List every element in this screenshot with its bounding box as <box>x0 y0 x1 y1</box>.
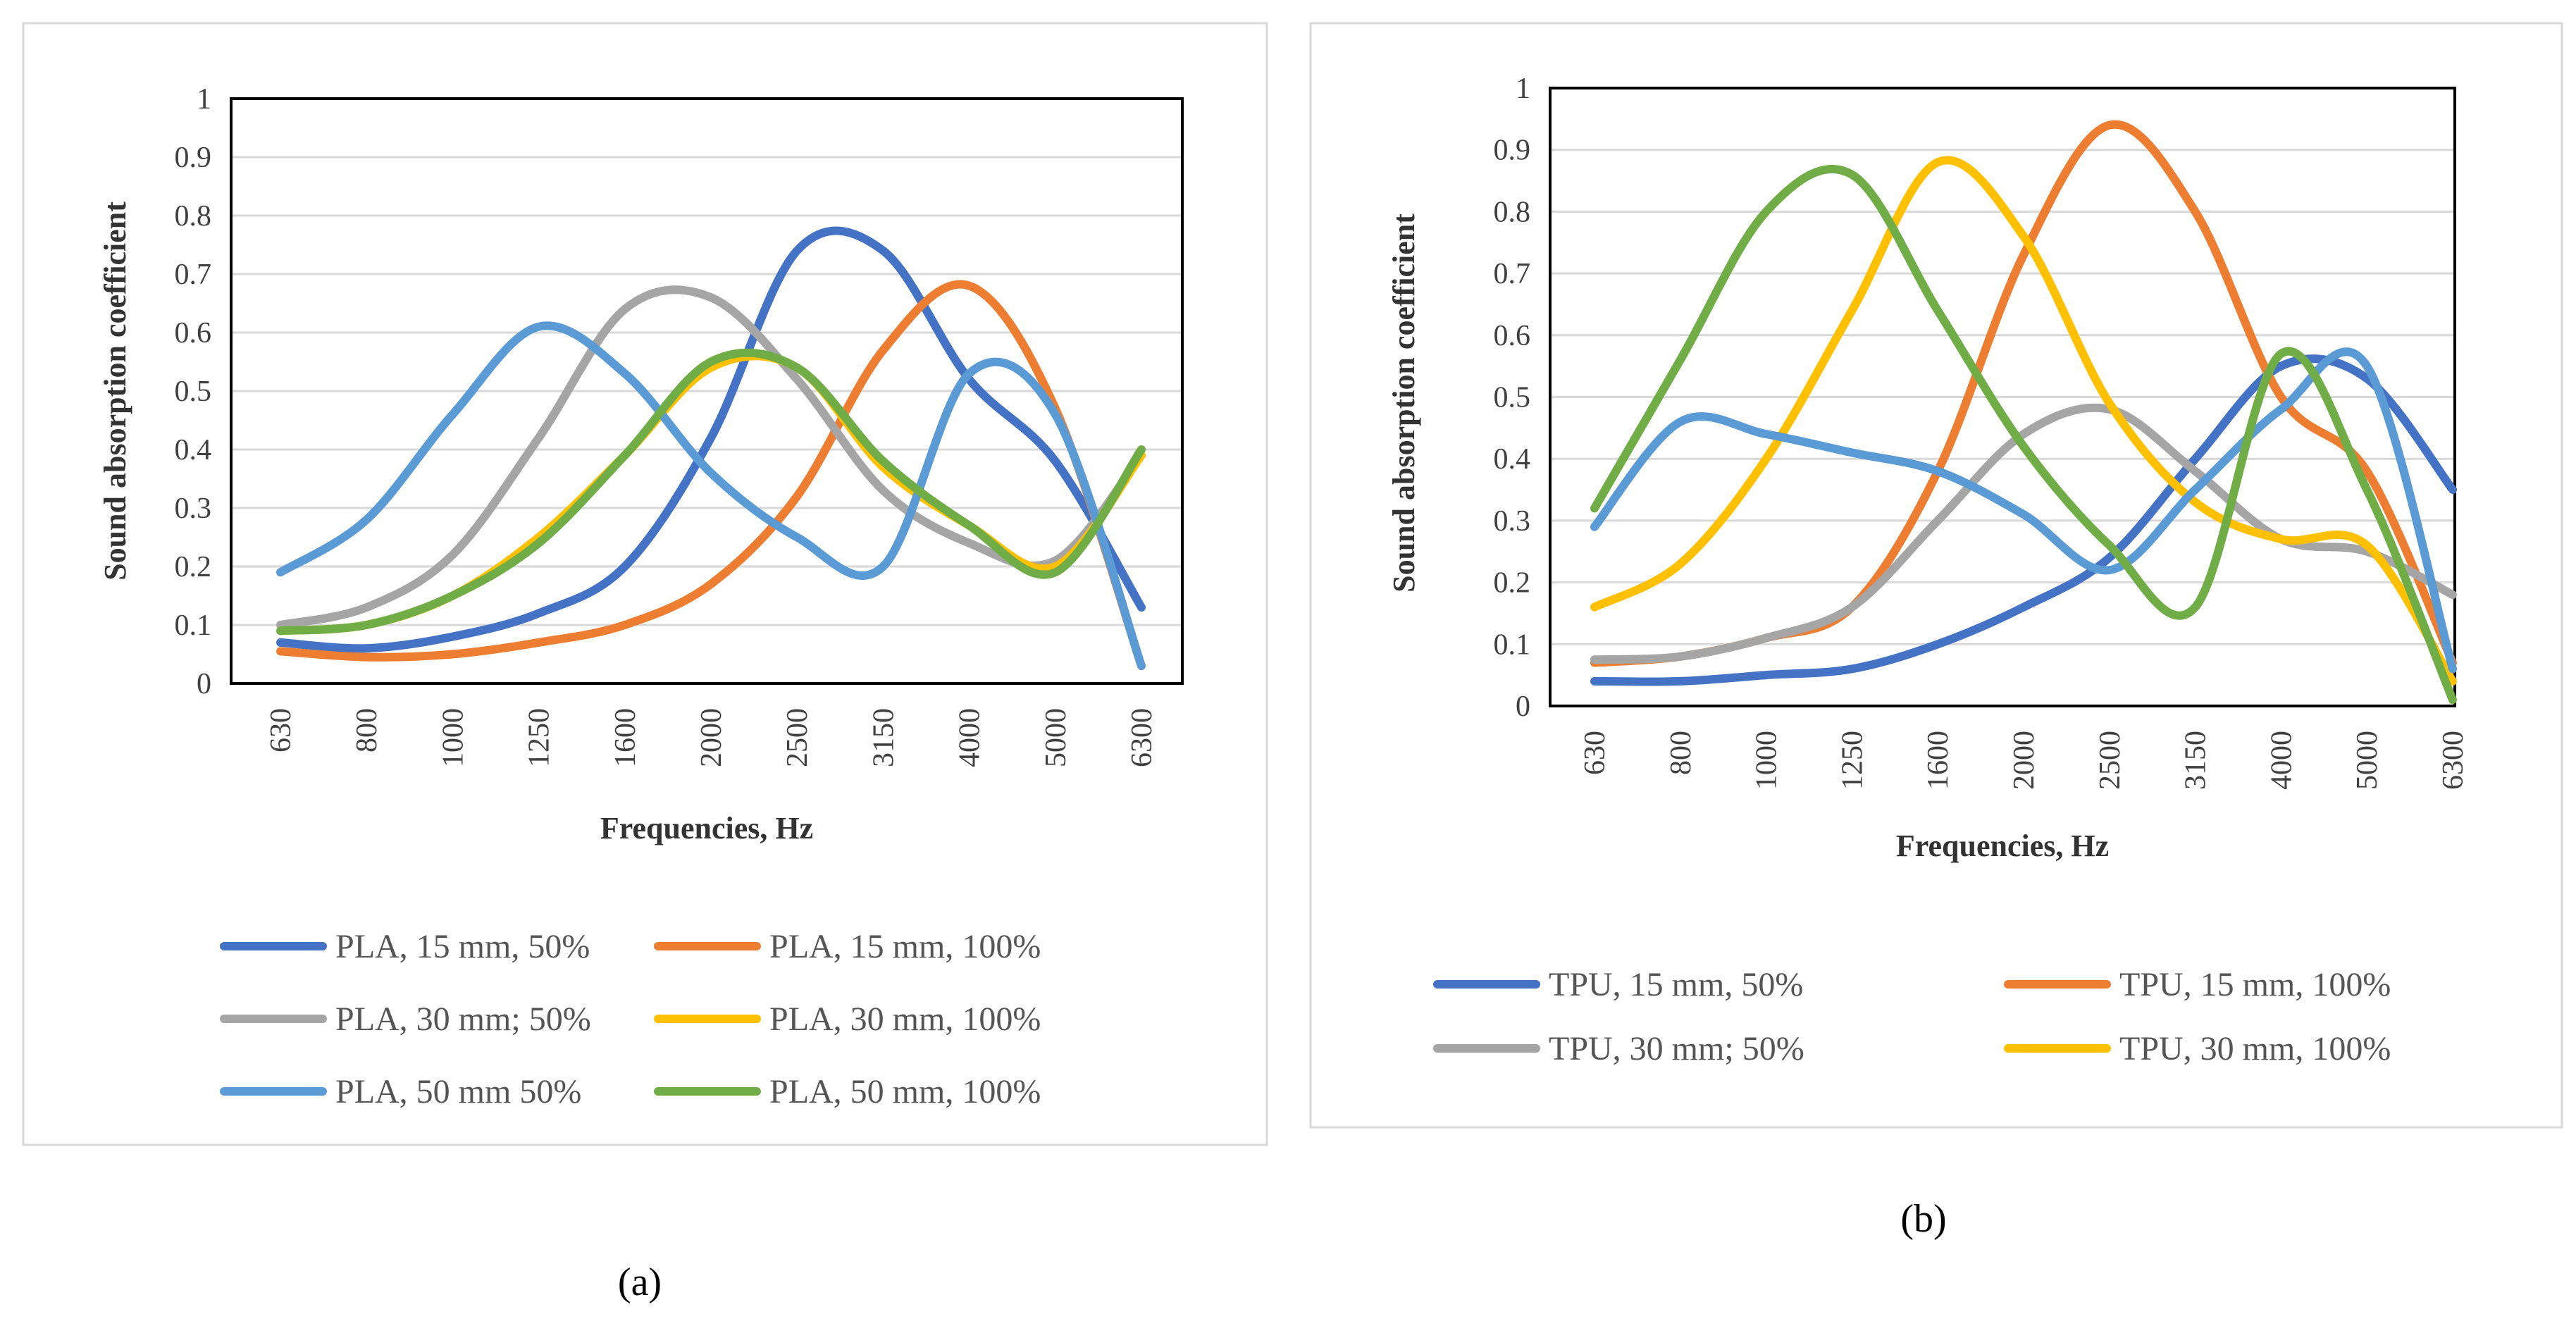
y-tick-label: 0.8 <box>175 200 212 233</box>
legend-label: TPU, 15 mm, 50% <box>1549 966 1803 1003</box>
chart-a-y-ticks: 0 0.1 0.2 0.3 0.4 0.5 0.6 0.7 0.8 0.9 1 <box>175 83 212 700</box>
series-line-6 <box>1590 164 2457 705</box>
y-tick-label: 0.1 <box>175 609 212 642</box>
y-tick-label: 0.2 <box>1494 567 1531 600</box>
y-tick-label: 1 <box>197 83 211 116</box>
y-tick-label: 0.3 <box>175 492 212 525</box>
series-line-4 <box>1590 156 2457 686</box>
x-tick-label: 800 <box>1665 731 1697 775</box>
x-tick-label: 1600 <box>609 708 642 767</box>
x-tick-label: 6300 <box>2437 731 2470 790</box>
chart-b-x-axis-title: Frequencies, Hz <box>1896 829 2109 863</box>
chart-b-y-ticks: 0 0.1 0.2 0.3 0.4 0.5 0.6 0.7 0.8 0.9 1 <box>1494 73 1531 723</box>
series-line-5 <box>1590 347 2457 674</box>
y-tick-label: 0.3 <box>1494 505 1531 538</box>
y-tick-label: 0.9 <box>1494 135 1531 167</box>
chart-a-y-axis-title: Sound absorption coefficient <box>98 202 132 581</box>
y-tick-label: 0.6 <box>175 317 212 349</box>
x-tick-label: 2000 <box>2008 731 2041 790</box>
y-tick-label: 0.7 <box>175 259 212 291</box>
chart-a-plot-border <box>230 97 1184 685</box>
y-tick-label: 0.7 <box>1494 258 1531 290</box>
series-line-3 <box>276 285 1146 629</box>
chart-b-lines <box>1590 120 2457 705</box>
legend-label: TPU, 30 mm, 100% <box>2119 1030 2391 1067</box>
x-tick-label: 1000 <box>1751 731 1783 790</box>
x-tick-label: 1600 <box>1922 731 1955 790</box>
legend-label: PLA, 30 mm; 50% <box>335 1000 591 1038</box>
x-tick-label: 5000 <box>1040 708 1072 767</box>
x-tick-label: 4000 <box>2265 731 2298 790</box>
x-tick-label: 630 <box>265 708 297 752</box>
chart-a-grid <box>231 156 1182 626</box>
chart-a: 0 0.1 0.2 0.3 0.4 0.5 0.6 0.7 0.8 0.9 1 630 800 1000… <box>22 22 1268 1304</box>
x-tick-label: 800 <box>351 708 383 752</box>
series-line-3 <box>1590 403 2457 664</box>
chart-a-lines <box>276 226 1146 671</box>
x-tick-label: 6300 <box>1126 708 1158 767</box>
legend-label: PLA, 50 mm, 100% <box>769 1073 1041 1110</box>
y-tick-label: 0.2 <box>175 551 212 583</box>
legend-label: TPU, 30 mm; 50% <box>1549 1030 1804 1067</box>
x-tick-label: 1250 <box>1836 731 1869 790</box>
series-line-1 <box>1590 354 2457 686</box>
y-tick-label: 0 <box>197 668 211 700</box>
series-line-6 <box>276 348 1146 636</box>
x-tick-label: 2500 <box>781 708 814 767</box>
legend-label: PLA, 15 mm, 100% <box>769 928 1041 965</box>
x-tick-label: 3150 <box>867 708 900 767</box>
chart-b-plot-border <box>1549 87 2456 707</box>
x-tick-label: 2500 <box>2094 731 2126 790</box>
chart-a-x-ticks: 630 800 1000 1250 1600 2000 2500 3150 4000 5000 63… <box>265 708 1158 767</box>
x-tick-label: 5000 <box>2351 731 2384 790</box>
x-tick-label: 1000 <box>437 708 469 767</box>
legend-label: PLA, 30 mm, 100% <box>769 1000 1041 1038</box>
series-line-5 <box>276 321 1146 671</box>
y-tick-label: 1 <box>1516 73 1530 105</box>
chart-b-legend: TPU, 15 mm, 50% TPU, 15 mm, 100% TPU, 30 m… <box>1433 966 2391 1067</box>
y-tick-label: 0.9 <box>175 142 212 174</box>
chart-a-x-axis-title: Frequencies, Hz <box>600 811 813 845</box>
chart-a-frame <box>22 22 1268 1146</box>
series-line-1 <box>276 226 1146 653</box>
x-tick-label: 2000 <box>695 708 728 767</box>
chart-b-y-axis-title: Sound absorption coefficient <box>1387 213 1421 593</box>
legend-label: PLA, 15 mm, 50% <box>335 928 590 965</box>
x-tick-label: 4000 <box>954 708 986 767</box>
y-tick-label: 0.5 <box>175 376 212 408</box>
x-tick-label: 3150 <box>2180 731 2212 790</box>
chart-b-frame <box>1309 22 2563 1129</box>
x-tick-label: 630 <box>1579 731 1611 775</box>
chart-a-caption: (a) <box>618 1260 662 1304</box>
chart-a-legend: PLA, 15 mm, 50% PLA, 15 mm, 100% PLA, 30 m… <box>220 928 1041 1110</box>
legend-label: PLA, 50 mm 50% <box>335 1073 581 1110</box>
series-line-2 <box>276 280 1146 671</box>
y-tick-label: 0.8 <box>1494 196 1531 228</box>
chart-b-x-ticks: 630 800 1000 1250 1600 2000 2500 3150 4000 5000 63… <box>1579 731 2470 790</box>
chart-b-caption: (b) <box>1900 1197 1946 1241</box>
y-tick-label: 0.1 <box>1494 628 1531 661</box>
y-tick-label: 0 <box>1516 690 1530 723</box>
y-tick-label: 0.5 <box>1494 382 1531 414</box>
y-tick-label: 0.4 <box>175 434 212 466</box>
chart-b: 0 0.1 0.2 0.3 0.4 0.5 0.6 0.7 0.8 0.9 1 630 800 1000… <box>1309 22 2563 1241</box>
legend-label: TPU, 15 mm, 100% <box>2119 966 2391 1003</box>
x-tick-label: 1250 <box>524 708 556 767</box>
chart-b-grid <box>1550 149 2455 645</box>
y-tick-label: 0.6 <box>1494 320 1531 352</box>
y-tick-label: 0.4 <box>1494 443 1531 476</box>
